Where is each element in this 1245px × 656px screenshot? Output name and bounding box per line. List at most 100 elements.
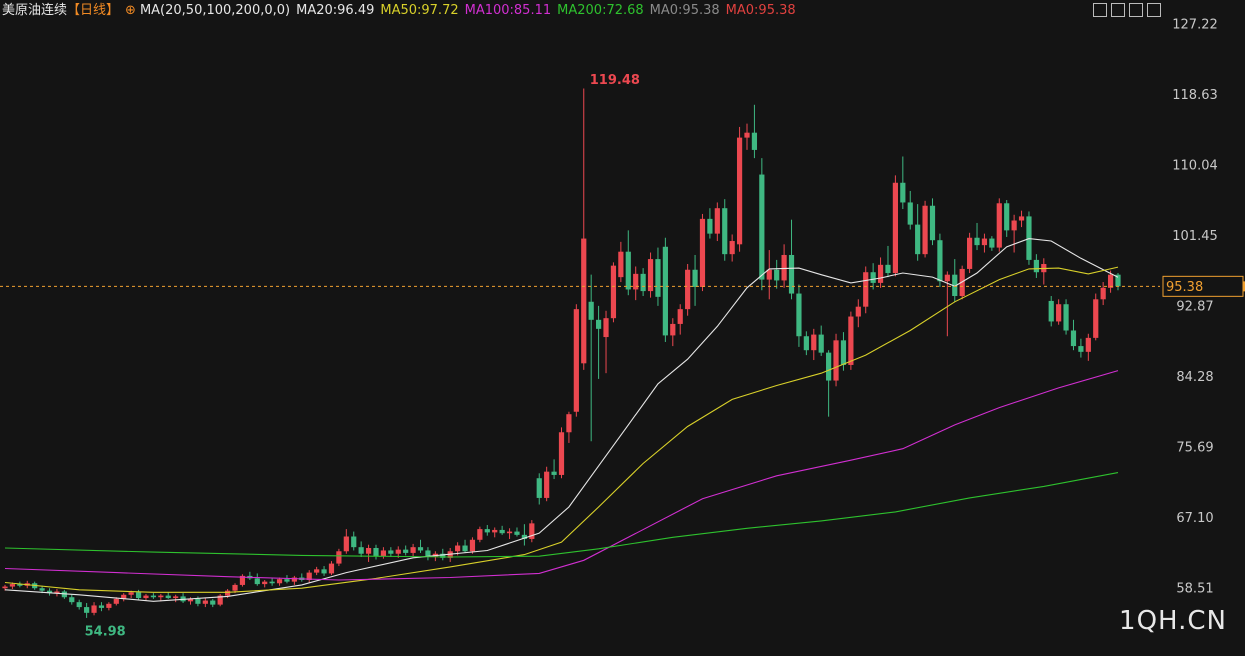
candle-body [425, 550, 431, 558]
candle-body [633, 273, 639, 290]
high-label: 119.48 [590, 73, 640, 88]
candle-body [1085, 337, 1091, 352]
candle-body [596, 319, 602, 329]
toolbar [1093, 3, 1161, 17]
settings-icon[interactable]: ⊕ [125, 3, 136, 18]
candle-body [262, 581, 268, 585]
candle-body [536, 478, 542, 498]
legend-item: MA0:95.38 [725, 3, 796, 18]
candle-body [863, 272, 869, 307]
candle-body [314, 569, 320, 573]
y-tick-label: 84.28 [1176, 370, 1213, 385]
candle-body [269, 581, 275, 584]
title: 美原油连续 [2, 3, 68, 18]
candle-body [395, 549, 401, 554]
candle-body [365, 547, 372, 554]
candle-body [959, 268, 965, 297]
candle-body [788, 254, 795, 294]
candle-body [202, 600, 208, 604]
candle-body [410, 547, 416, 553]
y-tick-label: 58.51 [1176, 581, 1213, 596]
candle-body [462, 545, 468, 552]
ma-line [4, 266, 1119, 593]
candle-body [291, 577, 297, 582]
candle-body [84, 607, 90, 613]
period[interactable]: 【日线】 [67, 3, 120, 18]
y-tick-label: 92.87 [1176, 299, 1213, 314]
candle-body [284, 579, 290, 582]
candle-body [1093, 299, 1099, 338]
candle-body [239, 575, 246, 585]
candle-body [729, 241, 735, 255]
candle-body [855, 306, 861, 317]
candle-body [106, 603, 112, 608]
candle-body [952, 274, 958, 297]
candle-body [610, 265, 617, 319]
candle-body [9, 584, 16, 587]
candle-body [885, 264, 891, 274]
last-price-box [1162, 275, 1244, 297]
candle-body [922, 205, 928, 255]
candle-body [751, 132, 758, 150]
y-tick-label: 101.45 [1172, 229, 1218, 244]
candle-body [714, 208, 720, 234]
low-label: 54.98 [85, 624, 126, 639]
candle-body [736, 137, 743, 245]
candle-body [506, 531, 513, 534]
candle-body [69, 597, 75, 603]
candle-body [900, 182, 906, 203]
candle-body [276, 579, 283, 584]
candle-body [143, 595, 149, 599]
candle-body [254, 578, 260, 585]
tool-icon[interactable] [1129, 3, 1143, 17]
candle-body [877, 264, 884, 283]
candle-body [1078, 346, 1084, 352]
candle-body [492, 529, 498, 533]
candle-body [774, 269, 780, 281]
candle-body [766, 269, 772, 280]
candle-body [165, 595, 171, 599]
legend-item: MA50:97.72 [380, 3, 459, 18]
candle-body [544, 471, 550, 498]
ma-line [4, 238, 1119, 602]
tool-icon[interactable] [1147, 3, 1161, 17]
candle-body [17, 584, 23, 586]
candle-body [759, 174, 765, 280]
candle-body [625, 251, 631, 290]
candle-body [514, 531, 520, 535]
candle-body [655, 259, 661, 297]
candle-body [929, 205, 936, 241]
candle-body [1063, 304, 1069, 331]
last-price-label: 95.38 [1166, 280, 1203, 295]
candle-body [573, 309, 579, 412]
candle-body [996, 203, 1002, 248]
candle-body [529, 523, 535, 539]
header: 美原油连续 【日线】 ⊕ MA(20,50,100,200,0,0) MA20:… [2, 2, 796, 20]
y-tick-label: 118.63 [1172, 88, 1218, 103]
candle-body [91, 605, 97, 613]
candle-body [351, 536, 357, 548]
candle-body [870, 272, 876, 283]
legend-item: MA0:95.38 [649, 3, 720, 18]
candle-body [1018, 216, 1025, 221]
tool-icon[interactable] [1111, 3, 1125, 17]
candle-body [937, 240, 943, 282]
candle-body [1070, 330, 1077, 347]
candle-body [150, 595, 156, 598]
candle-body [907, 202, 913, 225]
candle-body [647, 259, 654, 292]
candle-body [699, 218, 706, 287]
candle-body [195, 598, 201, 604]
ma-line [4, 370, 1119, 581]
candle-body [499, 529, 505, 534]
indicator[interactable]: MA(20,50,100,200,0,0) [139, 3, 291, 18]
candle-body [380, 550, 387, 557]
candle-body [521, 534, 527, 539]
candle-body [306, 572, 312, 580]
candle-body [781, 254, 787, 281]
candle-body [581, 238, 587, 364]
candle-body [796, 293, 802, 337]
tool-icon[interactable] [1093, 3, 1107, 17]
candle-body [744, 132, 750, 138]
